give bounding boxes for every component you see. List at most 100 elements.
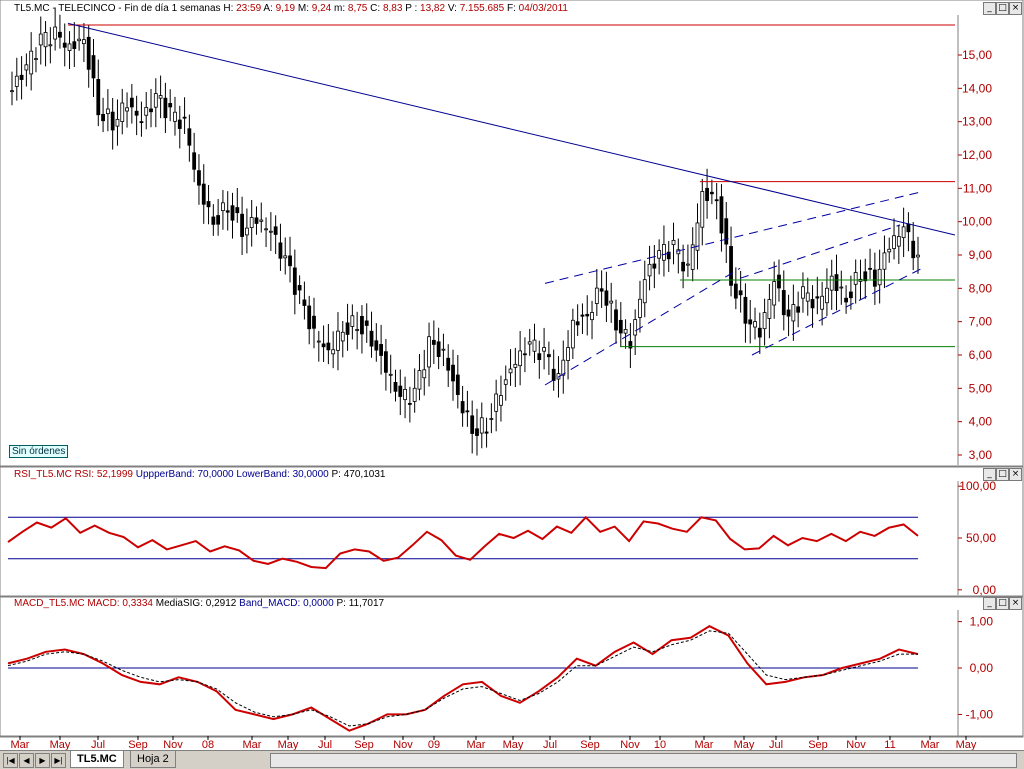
- price-y-tick-label: 6,00: [969, 348, 993, 362]
- candle-body: [316, 340, 321, 343]
- candle-body: [518, 350, 523, 367]
- candle-body: [19, 74, 24, 80]
- candle-body: [537, 353, 542, 360]
- candle-body: [451, 364, 455, 382]
- p-label: P :: [405, 3, 418, 14]
- rsi-close-button[interactable]: ×: [1009, 468, 1022, 481]
- tab-hoja-2[interactable]: Hoja 2: [130, 751, 176, 768]
- x-tick-label: Sep: [354, 739, 374, 751]
- candle-body: [427, 336, 431, 368]
- candle-body: [58, 31, 62, 38]
- candle-body: [757, 327, 762, 338]
- sheet-tab-bar: |◀ ◀ ▶ ▶| TL5.MC Hoja 2: [0, 750, 1024, 769]
- candle-body: [599, 288, 604, 292]
- x-tick-label: Nov: [846, 739, 866, 751]
- candle-body: [43, 32, 48, 48]
- inner-channel-line: [739, 224, 901, 279]
- macd-sig-value: 0,2912: [205, 598, 237, 609]
- macd-p-label: P:: [336, 598, 346, 609]
- price-close-button[interactable]: ×: [1009, 2, 1022, 15]
- candle-body: [618, 319, 623, 334]
- candle-body: [398, 385, 403, 397]
- price-restore-button[interactable]: □: [996, 2, 1009, 15]
- rsi-p-label: P:: [331, 469, 341, 480]
- rsi-restore-button[interactable]: □: [996, 468, 1009, 481]
- candle-body: [839, 286, 844, 289]
- candle-body: [125, 107, 129, 112]
- candle-body: [292, 267, 297, 295]
- candle-body: [911, 240, 916, 259]
- candle-body: [868, 267, 872, 270]
- candle-body: [896, 236, 901, 247]
- candle-body: [877, 268, 882, 286]
- candle-body: [686, 263, 690, 266]
- price-period: Fin de día 1 semanas: [124, 3, 221, 14]
- candle-body: [235, 207, 240, 214]
- rsi-lower-value: 30,0000: [292, 469, 329, 480]
- candle-body: [177, 119, 182, 129]
- candle-body: [350, 315, 355, 327]
- candle-body: [14, 75, 19, 87]
- candle-body: [580, 314, 585, 317]
- first-sheet-button[interactable]: |◀: [3, 753, 18, 768]
- candle-body: [853, 272, 858, 285]
- macd-restore-button[interactable]: □: [996, 597, 1009, 610]
- price-y-tick-label: 8,00: [969, 281, 993, 295]
- candle-body: [647, 263, 652, 277]
- macd-panel-frame: [0, 596, 1024, 738]
- tab-tl5[interactable]: TL5.MC: [70, 751, 124, 768]
- macd-close-button[interactable]: ×: [1009, 597, 1022, 610]
- candle-body: [733, 283, 738, 299]
- a-value: 9,19: [275, 3, 296, 14]
- v-value: 7.155.685: [459, 3, 505, 14]
- candle-body: [729, 246, 733, 286]
- candle-body: [115, 118, 120, 127]
- candle-body: [436, 341, 441, 357]
- candle-body: [815, 296, 820, 299]
- candle-body: [542, 347, 546, 352]
- trendline: [67, 22, 956, 236]
- candle-body: [431, 339, 436, 345]
- candle-body: [336, 330, 340, 351]
- candle-body: [657, 250, 662, 259]
- candle-body: [594, 287, 599, 304]
- next-sheet-button[interactable]: ▶: [35, 753, 50, 768]
- macd-line: [7, 625, 919, 732]
- candle-body: [609, 300, 614, 304]
- last-sheet-button[interactable]: ▶|: [51, 753, 66, 768]
- upper-channel-line: [544, 191, 923, 284]
- candle-body: [801, 286, 805, 299]
- horizontal-scrollbar[interactable]: [270, 753, 1017, 768]
- candle-body: [62, 42, 67, 48]
- candle-body: [748, 319, 753, 325]
- f-value: 04/03/2011: [518, 3, 568, 14]
- h-label: H:: [223, 3, 234, 14]
- bottom-channel-line: [751, 267, 923, 356]
- x-tick-label: Jul: [318, 739, 332, 751]
- candle-body: [388, 373, 393, 376]
- candle-body: [470, 415, 475, 434]
- candle-body: [762, 312, 767, 330]
- candle-body: [628, 341, 633, 349]
- rsi-minimize-button[interactable]: _: [983, 468, 996, 481]
- candle-body: [422, 369, 427, 379]
- candle-body: [441, 348, 446, 351]
- candle-body: [652, 263, 657, 269]
- h-value: 23:59: [236, 3, 262, 14]
- candle-body: [72, 41, 77, 49]
- candle-body: [24, 64, 29, 71]
- rsi-line: [7, 515, 919, 570]
- macd-minimize-button[interactable]: _: [983, 597, 996, 610]
- candle-body: [254, 217, 259, 224]
- candle-body: [796, 306, 801, 313]
- candle-body: [681, 261, 686, 272]
- lower-channel-line: [544, 267, 741, 386]
- candle-body: [326, 342, 331, 351]
- price-minimize-button[interactable]: _: [983, 2, 996, 15]
- candle-body: [10, 90, 14, 93]
- prev-sheet-button[interactable]: ◀: [19, 753, 34, 768]
- candle-body: [163, 97, 168, 119]
- price-panel-frame: [0, 0, 1024, 467]
- candle-body: [105, 108, 110, 115]
